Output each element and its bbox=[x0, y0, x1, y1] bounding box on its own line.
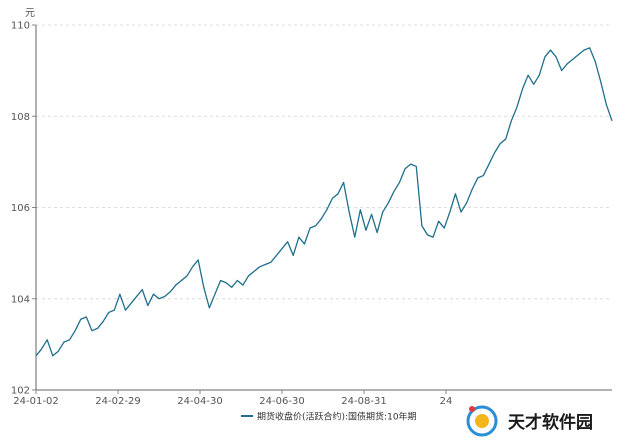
y-tick-label: 102 bbox=[11, 386, 30, 397]
x-tick-label: 24-01-02 bbox=[13, 396, 58, 407]
watermark-logo: 天才软件园 bbox=[466, 405, 593, 437]
grid-lines bbox=[32, 24, 612, 391]
y-unit-label: 元 bbox=[25, 8, 35, 19]
legend[interactable]: 期货收盘价(活跃合约):国债期货:10年期 bbox=[241, 411, 417, 423]
y-tick-label: 110 bbox=[11, 21, 30, 32]
y-tick-label: 108 bbox=[11, 112, 30, 123]
series-layer bbox=[35, 47, 613, 357]
x-tick-label: 24-06-30 bbox=[259, 396, 304, 407]
logo-ring-icon bbox=[466, 405, 498, 437]
x-tick-label: 24-02-29 bbox=[95, 396, 140, 407]
y-tick-labels: 102 104 106 108 110 bbox=[11, 21, 30, 397]
x-tick-label: 24-08-31 bbox=[341, 396, 386, 407]
logo-star-icon bbox=[469, 406, 475, 412]
y-tick-label: 106 bbox=[11, 203, 30, 214]
x-tick-label: 24 bbox=[440, 396, 453, 407]
legend-label: 期货收盘价(活跃合约):国债期货:10年期 bbox=[257, 411, 417, 423]
series-line bbox=[35, 47, 613, 357]
watermark-text: 天才软件园 bbox=[508, 412, 593, 433]
x-tick-labels: 24-01-02 24-02-29 24-04-30 24-06-30 24-08-31… bbox=[13, 396, 452, 407]
logo-core-icon bbox=[475, 414, 489, 428]
y-tick-label: 104 bbox=[11, 294, 30, 305]
x-tick-label: 24-04-30 bbox=[177, 396, 222, 407]
axes bbox=[35, 25, 612, 394]
